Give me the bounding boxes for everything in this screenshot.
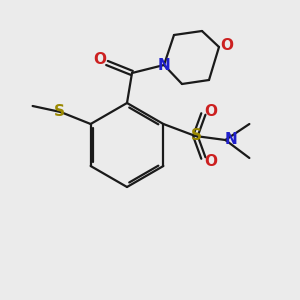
Text: S: S [191, 128, 202, 143]
Text: O: O [204, 103, 217, 118]
Text: O: O [220, 38, 233, 53]
Text: N: N [158, 58, 170, 73]
Text: O: O [94, 52, 106, 68]
Text: S: S [54, 103, 65, 118]
Text: N: N [225, 133, 238, 148]
Text: O: O [204, 154, 217, 169]
